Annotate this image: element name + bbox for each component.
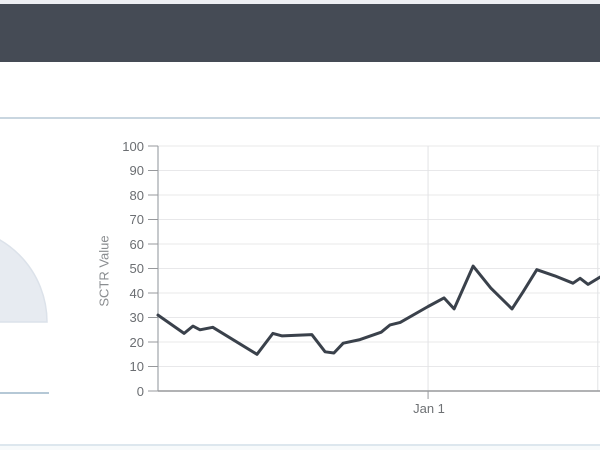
y-tick-label: 50 [129,261,144,276]
y-tick-label: 100 [122,138,144,154]
x-tick-label-jan1: Jan 1 [413,401,445,416]
y-tick-label: 90 [129,163,144,178]
gauge-semicircle [0,239,48,323]
y-tick-label: 70 [129,212,144,227]
y-tick-label: 10 [129,359,144,374]
app-header-bar [0,4,600,62]
footer-strip [0,446,600,450]
y-tick-label: 60 [129,236,144,252]
top-accent-strip [0,0,600,4]
y-tick-label: 30 [129,310,144,325]
y-tick-label: 20 [129,334,144,350]
y-tick-label: 80 [129,187,144,203]
header-divider [0,117,600,119]
y-tick-label: 0 [136,383,144,399]
y-tick-label: 40 [129,285,144,301]
footer-divider [0,444,600,446]
chart-line-sctr [156,264,600,356]
